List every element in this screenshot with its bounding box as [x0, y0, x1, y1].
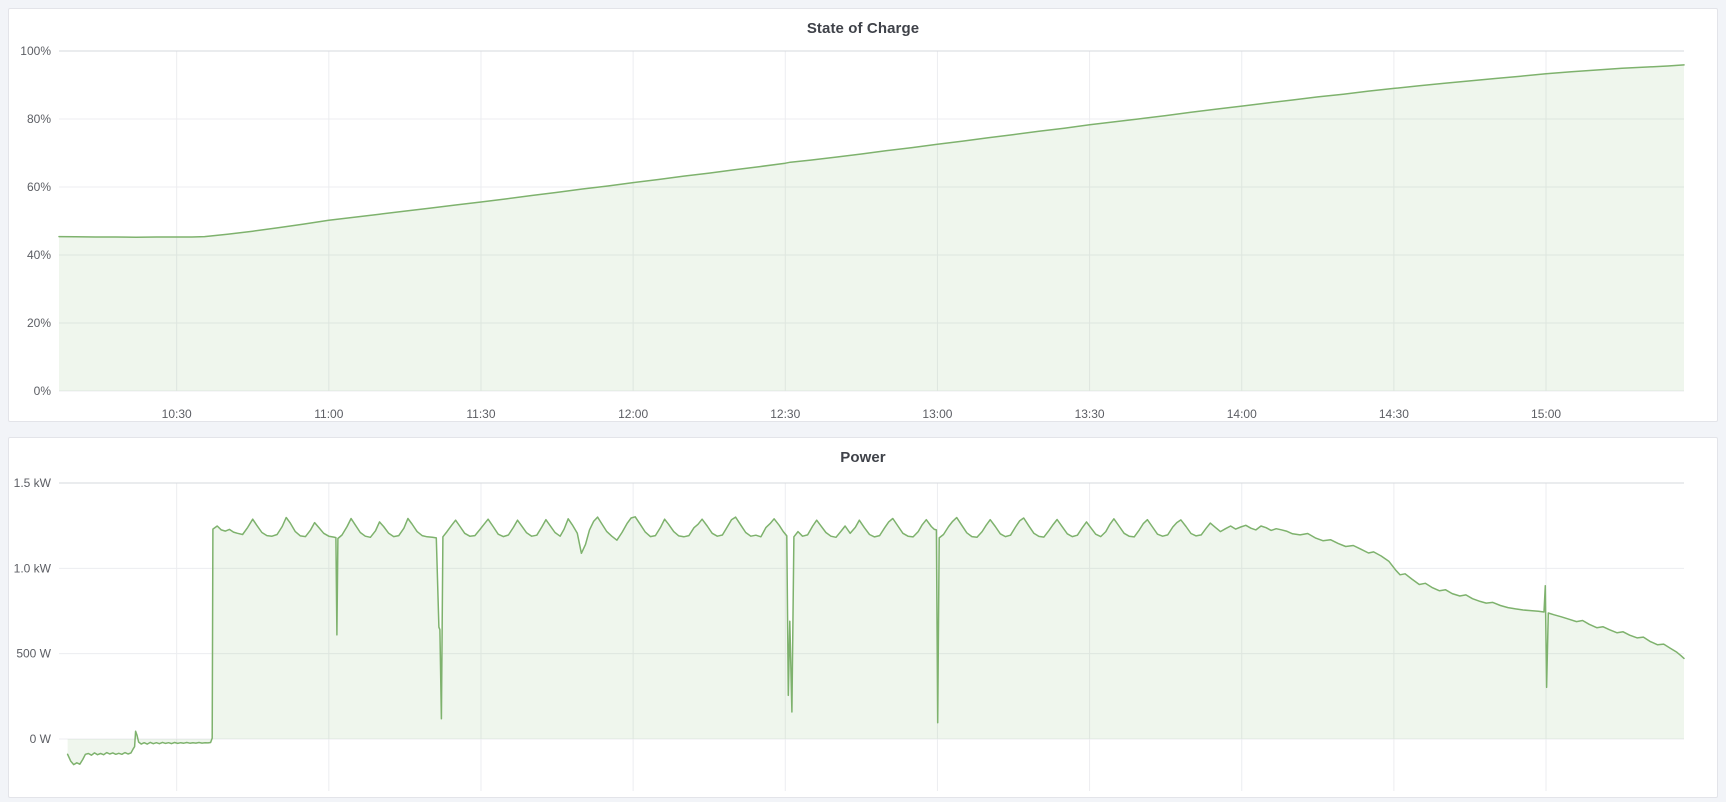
- y-axis-label: 0%: [34, 384, 52, 398]
- panel-state-of-charge: State of Charge 0% 20% 40% 60% 80% 100% 10:30 1…: [8, 8, 1718, 422]
- x-axis-label: 11:30: [466, 407, 495, 421]
- x-axis-label: 12:30: [770, 407, 800, 421]
- x-axis-label: 13:30: [1075, 407, 1105, 421]
- power-chart[interactable]: 0 W 500 W 1.0 kW 1.5 kW: [9, 438, 1717, 797]
- x-axis-label: 13:00: [922, 407, 952, 421]
- grid: [59, 482, 1684, 791]
- panel-header: Power: [9, 438, 1717, 471]
- axis-labels: 0 W 500 W 1.0 kW 1.5 kW: [14, 476, 52, 746]
- panel-power: Power 0 W 500 W 1.0 kW 1.5 kW: [8, 437, 1718, 798]
- x-axis-label: 10:30: [162, 407, 192, 421]
- y-axis-label: 500 W: [16, 647, 51, 661]
- series-line: [58, 64, 1685, 238]
- y-axis-label: 80%: [27, 112, 51, 126]
- axis-labels: 0% 20% 40% 60% 80% 100% 10:30 11:00 11:30 12:00 12…: [20, 44, 1561, 421]
- y-axis-label: 40%: [27, 248, 51, 262]
- panel-title-power[interactable]: Power: [840, 448, 886, 466]
- series-line: [66, 516, 1685, 766]
- x-axis-label: 15:00: [1531, 407, 1561, 421]
- y-axis-label: 60%: [27, 180, 51, 194]
- y-axis-label: 20%: [27, 316, 51, 330]
- x-axis-label: 12:00: [618, 407, 648, 421]
- series-fill: [67, 516, 1685, 765]
- soc-chart[interactable]: 0% 20% 40% 60% 80% 100% 10:30 11:00 11:30 12:00 12…: [9, 9, 1717, 421]
- panel-title-state-of-charge[interactable]: State of Charge: [806, 19, 920, 37]
- x-axis-label: 14:00: [1227, 407, 1257, 421]
- y-axis-label: 100%: [20, 44, 51, 58]
- y-axis-label: 1.5 kW: [14, 476, 52, 490]
- y-axis-label: 0 W: [30, 732, 52, 746]
- grid: [59, 50, 1684, 392]
- series-fill: [59, 64, 1684, 392]
- x-axis-label: 11:00: [314, 407, 343, 421]
- panel-header: State of Charge: [9, 9, 1717, 42]
- y-axis-label: 1.0 kW: [14, 561, 52, 575]
- x-axis-label: 14:30: [1379, 407, 1409, 421]
